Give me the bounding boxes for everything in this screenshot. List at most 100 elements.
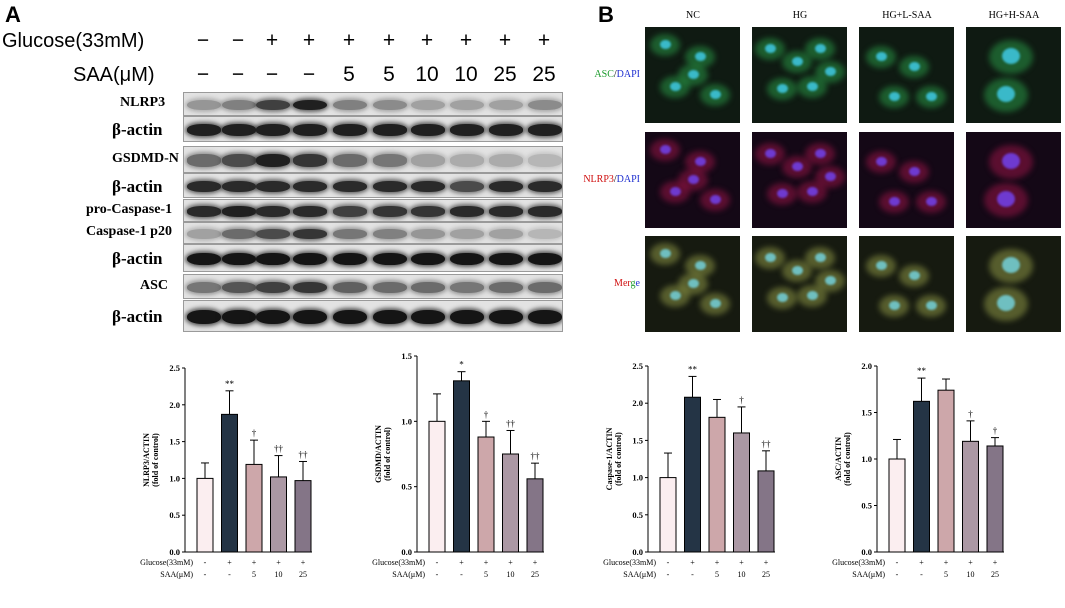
x-condition-label: SAA(μM): [392, 570, 425, 579]
x-condition-value: 25: [531, 570, 539, 579]
cell-nucleus: [814, 252, 826, 263]
x-condition-label: Glucose(33mM): [140, 558, 193, 567]
blot-band: [528, 206, 562, 217]
x-condition-value: 10: [967, 570, 975, 579]
y-axis-label: NLRP3/ACTIN: [142, 433, 151, 487]
blot-band: [293, 252, 327, 266]
significance-mark: †: [484, 409, 489, 419]
blot-band: [373, 180, 407, 193]
cell-nucleus: [694, 260, 706, 271]
condition-value: −: [265, 63, 279, 86]
significance-mark: ††: [299, 449, 309, 459]
blot-band: [450, 281, 484, 294]
blot-band: [187, 180, 221, 193]
y-tick-label: 1.5: [861, 408, 872, 418]
cell-nucleus: [806, 186, 818, 197]
y-tick-label: 1.5: [401, 351, 412, 361]
condition-value: 5: [383, 63, 395, 86]
x-condition-value: +: [944, 558, 949, 567]
blot-band: [489, 309, 523, 325]
x-condition-value: +: [690, 558, 695, 567]
if-row-label-part: er: [622, 278, 631, 289]
cell-nucleus: [791, 161, 803, 172]
cell-nucleus: [888, 300, 900, 311]
y-axis-sublabel: (fold of control): [383, 427, 392, 481]
x-condition-value: -: [896, 570, 899, 579]
blot-band: [528, 180, 562, 193]
x-condition-value: -: [436, 558, 439, 567]
x-condition-value: +: [764, 558, 769, 567]
condition-value: +: [420, 29, 434, 52]
significance-mark: ††: [274, 444, 284, 454]
cell-nucleus: [814, 43, 826, 54]
if-row-label-part: ASC: [594, 69, 614, 80]
x-condition-value: 10: [738, 570, 746, 579]
cell-nucleus: [908, 166, 920, 177]
y-axis-sublabel: (fold of control): [151, 433, 160, 487]
condition-value: +: [459, 29, 473, 52]
bar: [757, 470, 775, 553]
bar: [684, 396, 701, 553]
blot-band: [222, 206, 256, 217]
y-tick-label: 0.0: [861, 547, 872, 557]
if-row-label-part: e: [635, 278, 640, 289]
cell-nucleus: [824, 171, 836, 182]
blot-band: [373, 281, 407, 294]
y-tick-label: 1.5: [632, 435, 643, 445]
blot-band: [256, 99, 290, 111]
blot-band: [489, 180, 523, 193]
cell-nucleus: [806, 81, 818, 92]
cell-nucleus: [824, 275, 836, 286]
if-column-header: NC: [686, 10, 700, 21]
x-condition-value: +: [508, 558, 513, 567]
cell-nucleus: [687, 174, 699, 185]
blot-band: [528, 252, 562, 266]
x-condition-value: -: [436, 570, 439, 579]
blot-label: β-actin: [112, 120, 163, 139]
cell-nucleus: [1002, 257, 1020, 274]
x-condition-value: +: [252, 558, 257, 567]
significance-mark: *: [459, 360, 464, 370]
condition-value: 25: [532, 63, 556, 86]
blot-band: [222, 154, 256, 167]
bar-chart: 0.0 0.5 1.0 1.5 2.0 2.5 NLRP3/ACTIN (fold of co…: [140, 363, 312, 579]
cell-nucleus: [824, 66, 836, 77]
condition-value: +: [537, 29, 551, 52]
condition-value: 25: [493, 63, 517, 86]
y-tick-label: 1.5: [169, 437, 180, 447]
bar: [428, 420, 446, 553]
blot-band: [373, 206, 407, 217]
blot-label: β-actin: [112, 307, 163, 326]
blot-band: [373, 124, 407, 136]
x-condition-value: -: [228, 570, 231, 579]
bar: [708, 416, 726, 553]
blot-label: β-actin: [112, 249, 163, 268]
blot-band: [411, 252, 445, 266]
x-condition-label: Glucose(33mM): [832, 558, 885, 567]
x-condition-value: -: [920, 570, 923, 579]
blot-band: [333, 229, 367, 239]
blot-strip: [183, 244, 563, 272]
if-row-label-part: /: [613, 174, 617, 185]
bar: [913, 400, 930, 553]
condition-value: +: [342, 29, 356, 52]
x-condition-label: SAA(μM): [852, 570, 885, 579]
if-row-label-part: NLRP3: [583, 174, 614, 185]
condition-value: +: [382, 29, 396, 52]
x-condition-value: 5: [944, 570, 948, 579]
y-tick-label: 1.0: [169, 473, 180, 483]
cell-nucleus: [997, 295, 1015, 312]
cell-nucleus: [875, 156, 887, 167]
bar-chart: 0.0 0.5 1.0 1.5 2.0 ASC/ACTIN (fold of control…: [832, 361, 1004, 579]
panel-a-letter: A: [5, 2, 21, 27]
condition-value: −: [196, 63, 210, 86]
x-condition-value: -: [667, 570, 670, 579]
bar: [453, 380, 470, 553]
blot-band: [333, 99, 367, 111]
blot-band: [450, 154, 484, 167]
cell-nucleus: [776, 188, 788, 199]
bar: [733, 432, 750, 553]
blot-band: [256, 180, 290, 193]
if-micrograph: [966, 27, 1061, 123]
y-tick-label: 1.0: [861, 454, 872, 464]
